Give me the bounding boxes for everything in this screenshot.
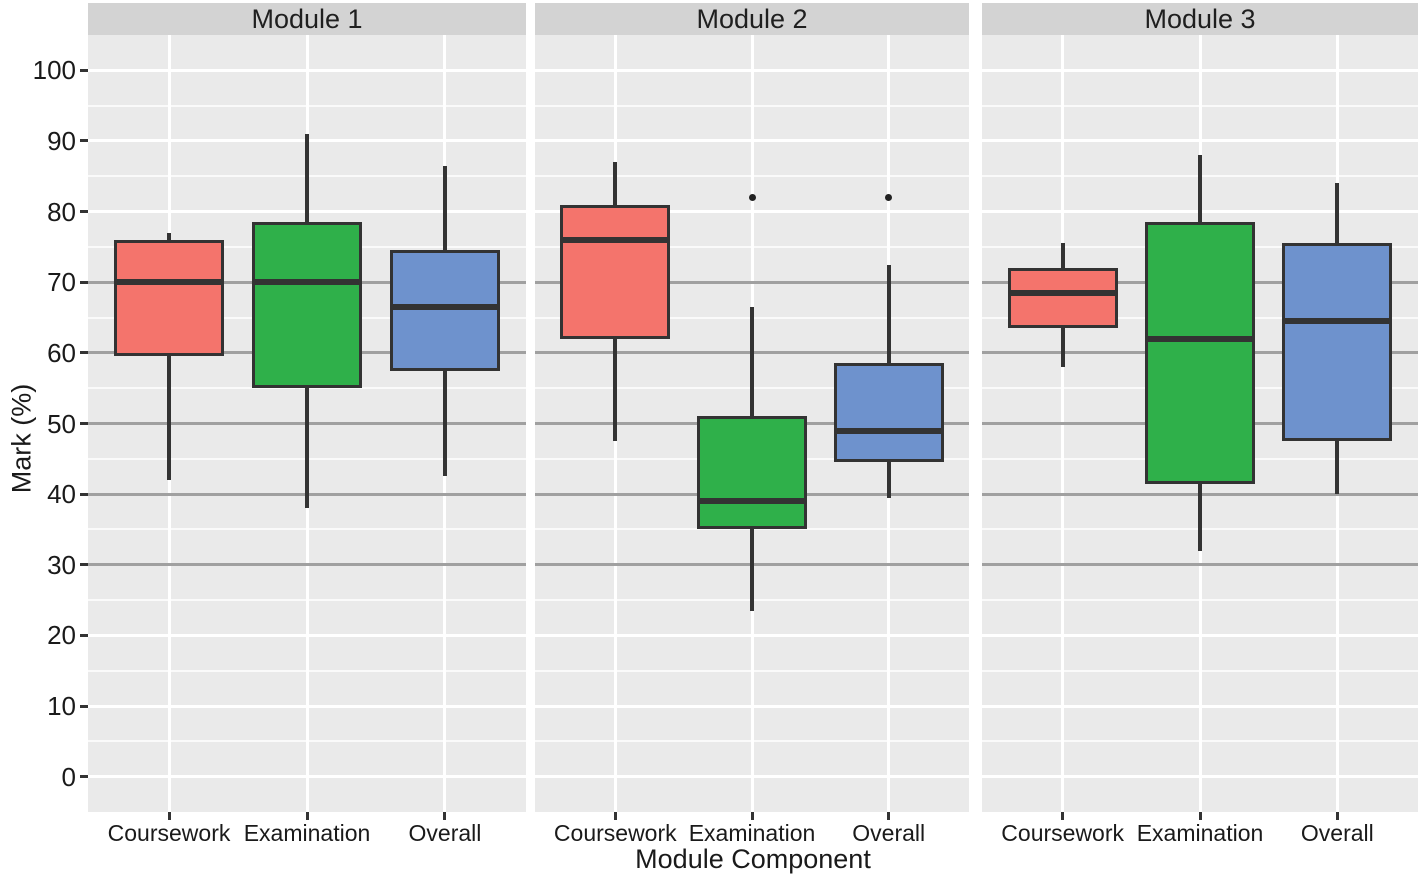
x-tick-label: Examination [1136,820,1264,846]
x-tick-label: Coursework [107,820,231,846]
reference-line [982,563,1418,567]
y-tick-mark [80,492,88,496]
y-tick-label: 40 [47,479,76,510]
x-tick-mark [305,812,309,820]
median-line [1007,289,1118,296]
x-tick-mark [1061,812,1065,820]
outlier-point [748,193,756,201]
y-tick-label: 60 [47,337,76,368]
x-tick-label: Examination [688,820,816,846]
y-tick-mark [80,422,88,425]
outlier-point [885,193,893,201]
box-overall [833,363,944,463]
y-tick-label: 50 [47,408,76,439]
facet-panel [88,35,526,812]
facet-strip-label: Module 2 [696,3,808,34]
x-tick-mark [167,812,171,820]
x-tick-mark [750,812,754,820]
x-tick-label: Overall [408,820,482,846]
x-axis-title: Module Component [635,844,871,874]
whisker-line [167,232,172,480]
y-tick-mark [80,775,88,779]
x-tick-mark [443,812,447,820]
facet-strip-label: Module 1 [251,3,363,34]
y-tick-mark [80,351,88,355]
reference-line [88,563,526,567]
x-tick-mark [1335,812,1339,820]
median-line [560,236,671,243]
facet-strip: Module 1 [88,3,526,35]
median-line [252,279,362,286]
y-tick-mark [80,210,88,214]
y-tick-label: 10 [47,691,76,722]
x-tick-mark [887,812,891,820]
median-line [1282,318,1393,325]
x-tick-label: Overall [1300,820,1374,846]
y-tick-label: 100 [32,55,76,86]
facet-strip-label: Module 3 [1144,3,1256,34]
facet-panel [982,35,1418,812]
y-tick-label: 80 [47,196,76,227]
median-line [697,498,807,505]
y-tick-mark [80,280,88,284]
box-overall [1282,243,1393,442]
y-tick-label: 0 [61,761,76,792]
y-tick-label: 30 [47,549,76,580]
x-tick-label: Examination [243,820,371,846]
box-examination [1145,222,1255,484]
facet-strip: Module 2 [535,3,969,35]
median-line [833,427,944,434]
x-tick-label: Coursework [1001,820,1125,846]
y-tick-label: 20 [47,620,76,651]
facet-strip: Module 3 [982,3,1418,35]
y-tick-mark [80,68,88,72]
reference-line [535,280,969,284]
x-tick-mark [1198,812,1202,820]
y-tick-label: 90 [47,125,76,156]
box-coursework [560,204,671,339]
x-tick-label: Coursework [553,820,677,846]
y-tick-mark [80,563,88,567]
median-line [1145,335,1255,342]
box-coursework [114,239,225,357]
x-tick-mark [613,812,617,820]
y-tick-mark [80,633,88,637]
box-overall [389,250,500,371]
y-tick-mark [80,704,88,708]
facet-panel [535,35,969,812]
box-examination [697,416,807,530]
median-line [389,303,500,310]
y-tick-label: 70 [47,267,76,298]
median-line [114,279,225,286]
box-examination [252,222,362,389]
y-tick-mark [80,139,88,143]
box-coursework [1007,268,1118,329]
x-tick-label: Overall [852,820,926,846]
